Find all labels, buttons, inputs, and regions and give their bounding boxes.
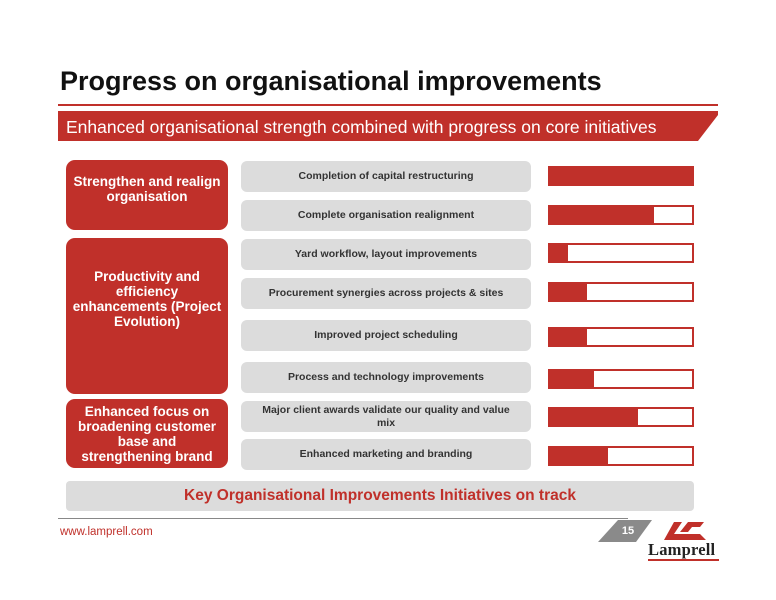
progress-bar xyxy=(548,243,694,263)
page-number-badge xyxy=(598,520,652,542)
category-productivity: Productivity and efficiency enhancements… xyxy=(66,238,228,394)
progress-fill xyxy=(550,245,569,261)
progress-bar xyxy=(548,282,694,302)
progress-fill xyxy=(550,207,654,223)
initiative-label: Process and technology improvements xyxy=(241,362,531,393)
progress-fill xyxy=(550,168,692,184)
initiative-label: Complete organisation realignment xyxy=(241,200,531,231)
progress-bar xyxy=(548,369,694,389)
progress-bar xyxy=(548,166,694,186)
summary-text: Key Organisational Improvements Initiati… xyxy=(184,487,576,504)
progress-bar xyxy=(548,446,694,466)
website-link[interactable]: www.lamprell.com xyxy=(60,526,153,538)
progress-bar xyxy=(548,205,694,225)
progress-fill xyxy=(550,448,609,464)
progress-bar xyxy=(548,327,694,347)
progress-fill xyxy=(550,371,595,387)
title-divider xyxy=(58,104,718,106)
footer-divider xyxy=(58,518,628,519)
category-label: Productivity and efficiency enhancements… xyxy=(72,269,222,329)
category-customer-brand: Enhanced focus on broadening customer ba… xyxy=(66,399,228,468)
progress-fill xyxy=(550,329,587,345)
progress-fill xyxy=(550,284,587,300)
progress-fill xyxy=(550,409,639,425)
subtitle-text: Enhanced organisational strength combine… xyxy=(66,117,657,137)
category-label: Strengthen and realign organisation xyxy=(73,174,221,204)
initiative-label: Completion of capital restructuring xyxy=(241,161,531,192)
initiative-label: Procurement synergies across projects & … xyxy=(241,278,531,309)
lamprell-logo-text: Lamprell xyxy=(648,540,716,559)
initiative-label: Improved project scheduling xyxy=(241,320,531,351)
page-number: 15 xyxy=(621,525,635,537)
category-label: Enhanced focus on broadening customer ba… xyxy=(77,403,217,464)
initiative-label: Enhanced marketing and branding xyxy=(241,439,531,470)
initiative-label: Major client awards validate our quality… xyxy=(241,401,531,432)
progress-bar xyxy=(548,407,694,427)
lamprell-logo-icon xyxy=(664,522,706,540)
subtitle-banner xyxy=(58,111,718,141)
category-strengthen-realign: Strengthen and realign organisation xyxy=(66,160,228,230)
summary-bar: Key Organisational Improvements Initiati… xyxy=(66,481,694,511)
page-title: Progress on organisational improvements xyxy=(60,66,602,96)
logo-underline xyxy=(648,559,719,561)
initiative-label: Yard workflow, layout improvements xyxy=(241,239,531,270)
